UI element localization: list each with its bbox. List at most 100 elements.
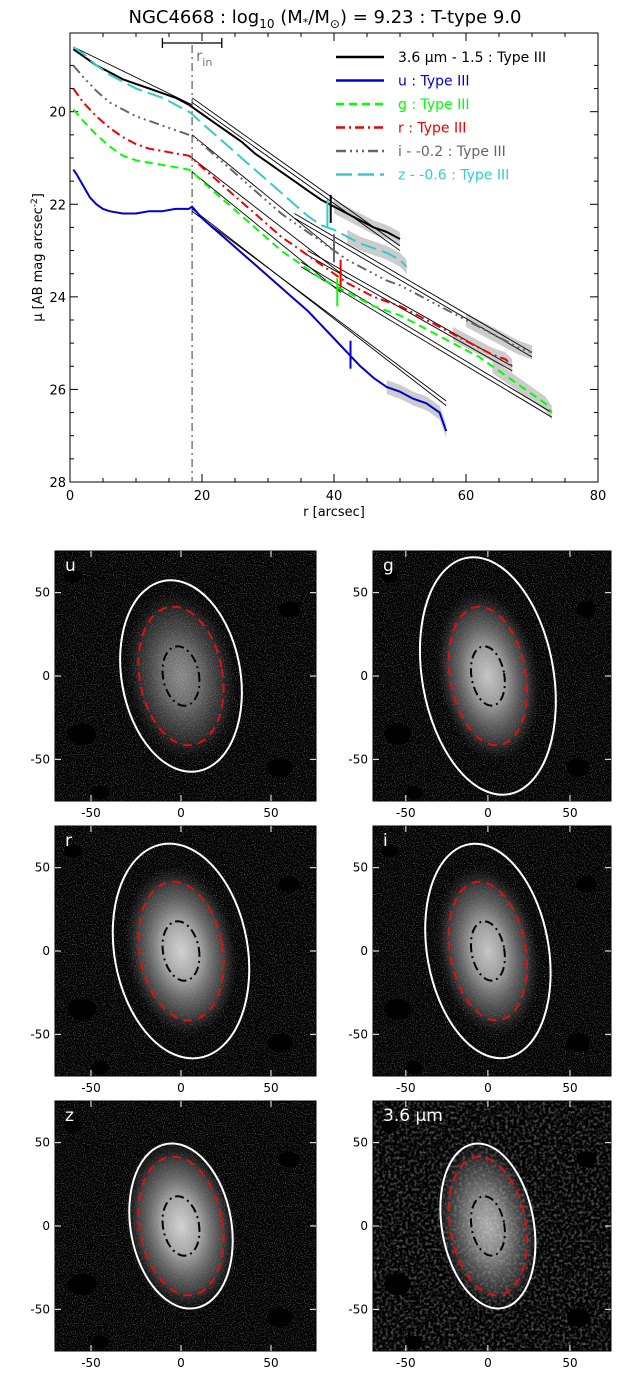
mask-blob [576,601,597,618]
mask-blob [67,998,97,1020]
error-band [452,326,513,374]
break-ellipse [137,1155,225,1297]
fit-line [300,266,553,418]
x-axis-label: r [arcsec] [303,505,365,520]
panel-x-tick-label: -50 [396,1356,416,1370]
panel-y-tick-label: 50 [35,1136,50,1150]
mask-blob [566,1033,590,1052]
mask-blob [64,569,82,583]
outer-ellipse [418,556,557,796]
mask-blob [67,1273,97,1296]
series-line-1 [72,169,448,432]
series-line-0 [72,48,401,240]
panel-band-label: g [383,556,394,576]
panel-y-tick-label: 50 [353,861,368,875]
fit-line [307,254,513,372]
panel-x-tick-label: -50 [81,1081,101,1095]
panel-x-tick-label: 50 [263,806,278,820]
legend-label: r : Type III [398,121,466,137]
fit-line [73,46,193,106]
mask-blob [91,1336,109,1350]
x-tick-label: 60 [458,489,475,504]
panel-y-tick-label: -50 [30,752,50,766]
series-line-3 [72,87,513,367]
fit-line [294,217,533,358]
inner-ellipse [161,1195,201,1257]
y-tick-label: 26 [49,383,66,398]
panel-y-tick-label: 0 [360,1219,368,1233]
legend-label: i - -0.2 : Type III [398,144,506,160]
panel-y-tick-label: 0 [42,669,50,683]
panel-y-tick-label: 0 [360,944,368,958]
x-tick-label: 80 [590,489,607,504]
error-band [347,229,407,274]
image-panel-ir: 3.6 μm -50 0 50 50 0 -50 [348,1100,612,1370]
panel-band-label: z [65,1106,74,1126]
error-band [386,380,447,438]
panel-y-tick-label: 0 [42,944,50,958]
mask-blob [267,1308,293,1327]
mask-blob [381,569,398,583]
profile-chart: 0 20 40 60 80 20 22 24 26 28 r [arcsec] μ [AB mag a… [30,32,607,520]
fit-line [307,250,513,367]
x-tick-label: 40 [326,489,343,504]
legend: 3.6 μm - 1.5 : Type III u : Type III g : T… [336,50,546,184]
panel-x-tick-label: -50 [396,806,416,820]
mask-blob [267,758,293,778]
mask-blob [576,1151,597,1168]
panel-y-tick-label: 50 [35,861,50,875]
r-in-label: rin [196,47,212,69]
panel-x-tick-label: 50 [263,1081,278,1095]
panel-y-tick-label: -50 [348,1027,368,1041]
mask-blob [381,844,398,858]
legend-label: g : Type III [398,97,470,113]
chart-title: NGC4668 : log10 (M*/M⊙) = 9.23 : T-type … [128,7,521,31]
panel-y-tick-label: -50 [30,1027,50,1041]
mask-blob [278,601,300,618]
mask-blob [91,1061,109,1075]
panel-band-label: r [65,831,72,851]
inner-ellipse [469,645,506,707]
y-axis-label: μ [AB mag arcsec-2] [30,193,46,322]
panel-band-label: i [383,831,388,851]
panel-y-tick-label: 50 [35,586,50,600]
mask-blob [405,1061,423,1075]
inner-ellipse [469,1195,506,1257]
mask-blob [381,1119,398,1133]
mask-blob [278,1151,300,1168]
panel-y-tick-label: 50 [353,1136,368,1150]
panel-x-tick-label: 0 [177,1356,185,1370]
outer-ellipse [128,1142,234,1310]
panel-x-tick-label: 0 [177,806,185,820]
panel-x-tick-label: 50 [562,806,577,820]
outer-ellipse [439,1142,537,1310]
outer-ellipse [119,579,243,773]
image-panel-g: g -50 0 50 50 0 -50 [348,550,612,820]
panel-x-tick-label: 0 [484,1356,492,1370]
panel-x-tick-label: -50 [81,806,101,820]
x-tick-label: 0 [66,489,74,504]
panel-y-tick-label: -50 [348,752,368,766]
fit-line [191,134,335,251]
x-tick-label: 20 [194,489,211,504]
panel-y-tick-label: -50 [348,1302,368,1316]
fit-line [300,261,553,413]
y-tick-label: 20 [49,106,66,121]
image-panel-r: r -50 0 50 50 0 -50 [30,825,317,1095]
mask-blob [67,723,97,745]
error-band [492,359,552,420]
y-tick-label: 24 [49,291,66,306]
fit-line [191,210,447,402]
inner-ellipse [161,645,201,707]
mask-blob [278,876,300,893]
galaxy-glow [435,864,541,1038]
legend-label: 3.6 μm - 1.5 : Type III [398,50,546,66]
y-tick-label: 22 [49,198,66,213]
fit-line [191,97,401,247]
panel-y-tick-label: 50 [353,586,368,600]
panel-x-tick-label: 0 [177,1081,185,1095]
image-panel-i: i -50 0 50 50 0 -50 [348,825,612,1095]
panel-x-tick-label: 50 [562,1081,577,1095]
